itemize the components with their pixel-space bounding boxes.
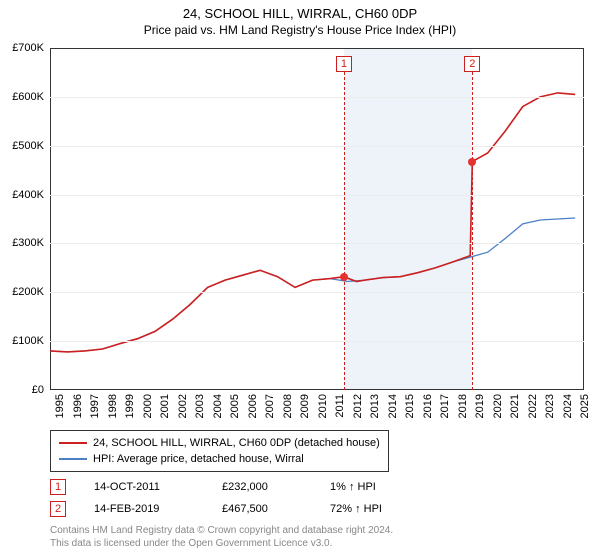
sale-price: £467,500 [222, 503, 302, 515]
x-axis-label: 2015 [404, 394, 416, 418]
x-axis-label: 2009 [299, 394, 311, 418]
x-axis-label: 2011 [334, 394, 346, 418]
x-axis-label: 2003 [194, 394, 206, 418]
line-series-svg [50, 48, 584, 390]
x-axis-label: 1998 [107, 394, 119, 418]
x-axis-label: 2016 [422, 394, 434, 418]
sale-index-box: 2 [50, 501, 66, 517]
x-axis-label: 1995 [54, 394, 66, 418]
gridline [50, 341, 584, 342]
x-axis-label: 1997 [89, 394, 101, 418]
legend-swatch [59, 458, 87, 460]
chart-area: £0£100K£200K£300K£400K£500K£600K£700K199… [50, 48, 584, 390]
sale-price-dot [468, 158, 476, 166]
legend: 24, SCHOOL HILL, WIRRAL, CH60 0DP (detac… [50, 430, 389, 472]
gridline [50, 195, 584, 196]
x-axis-label: 1996 [72, 394, 84, 418]
sale-date: 14-FEB-2019 [94, 503, 194, 515]
gridline [50, 97, 584, 98]
x-axis-label: 2000 [142, 394, 154, 418]
sale-price-dot [340, 273, 348, 281]
y-axis-label: £500K [12, 140, 44, 152]
x-axis-label: 2012 [352, 394, 364, 418]
gridline [50, 146, 584, 147]
x-axis-label: 2002 [177, 394, 189, 418]
sale-date: 14-OCT-2011 [94, 481, 194, 493]
x-axis-label: 2022 [527, 394, 539, 418]
sale-marker-box: 1 [336, 56, 352, 72]
y-axis-label: £300K [12, 237, 44, 249]
x-axis-label: 2006 [247, 394, 259, 418]
legend-label: 24, SCHOOL HILL, WIRRAL, CH60 0DP (detac… [93, 437, 380, 449]
y-axis-label: £400K [12, 189, 44, 201]
legend-item: HPI: Average price, detached house, Wirr… [59, 451, 380, 467]
sale-index-box: 1 [50, 479, 66, 495]
sale-row: 2 14-FEB-2019 £467,500 72% ↑ HPI [50, 498, 420, 520]
x-axis-label: 2008 [282, 394, 294, 418]
legend-label: HPI: Average price, detached house, Wirr… [93, 453, 304, 465]
x-axis-label: 2010 [317, 394, 329, 418]
sale-marker-box: 2 [464, 56, 480, 72]
x-axis-label: 1999 [124, 394, 136, 418]
legend-item: 24, SCHOOL HILL, WIRRAL, CH60 0DP (detac… [59, 435, 380, 451]
x-axis-label: 2013 [369, 394, 381, 418]
sale-delta: 1% ↑ HPI [330, 481, 420, 493]
legend-swatch [59, 442, 87, 444]
sale-price: £232,000 [222, 481, 302, 493]
y-axis-label: £600K [12, 91, 44, 103]
x-axis-label: 2005 [229, 394, 241, 418]
gridline [50, 292, 584, 293]
x-axis-label: 2007 [264, 394, 276, 418]
sale-marker-vline [472, 72, 473, 390]
y-axis-label: £700K [12, 42, 44, 54]
series-line [50, 218, 575, 352]
x-axis-label: 2019 [474, 394, 486, 418]
x-axis-label: 2020 [492, 394, 504, 418]
x-axis-label: 2021 [509, 394, 521, 418]
sales-table: 1 14-OCT-2011 £232,000 1% ↑ HPI 2 14-FEB… [50, 476, 420, 520]
x-axis-label: 2017 [439, 394, 451, 418]
x-axis-label: 2004 [212, 394, 224, 418]
chart-title: 24, SCHOOL HILL, WIRRAL, CH60 0DP [0, 0, 600, 21]
chart-subtitle: Price paid vs. HM Land Registry's House … [0, 21, 600, 41]
gridline [50, 243, 584, 244]
footer-line: Contains HM Land Registry data © Crown c… [50, 524, 393, 537]
sale-delta: 72% ↑ HPI [330, 503, 420, 515]
sale-row: 1 14-OCT-2011 £232,000 1% ↑ HPI [50, 476, 420, 498]
y-axis-label: £100K [12, 335, 44, 347]
footer-line: This data is licensed under the Open Gov… [50, 537, 393, 550]
footer-attribution: Contains HM Land Registry data © Crown c… [50, 524, 393, 550]
y-axis-label: £200K [12, 286, 44, 298]
series-line [50, 93, 575, 352]
sale-marker-vline [344, 72, 345, 390]
x-axis-label: 2025 [579, 394, 591, 418]
x-axis-label: 2023 [544, 394, 556, 418]
x-axis-label: 2018 [457, 394, 469, 418]
y-axis-label: £0 [32, 384, 44, 396]
x-axis-label: 2001 [159, 394, 171, 418]
x-axis-label: 2014 [387, 394, 399, 418]
x-axis-label: 2024 [562, 394, 574, 418]
